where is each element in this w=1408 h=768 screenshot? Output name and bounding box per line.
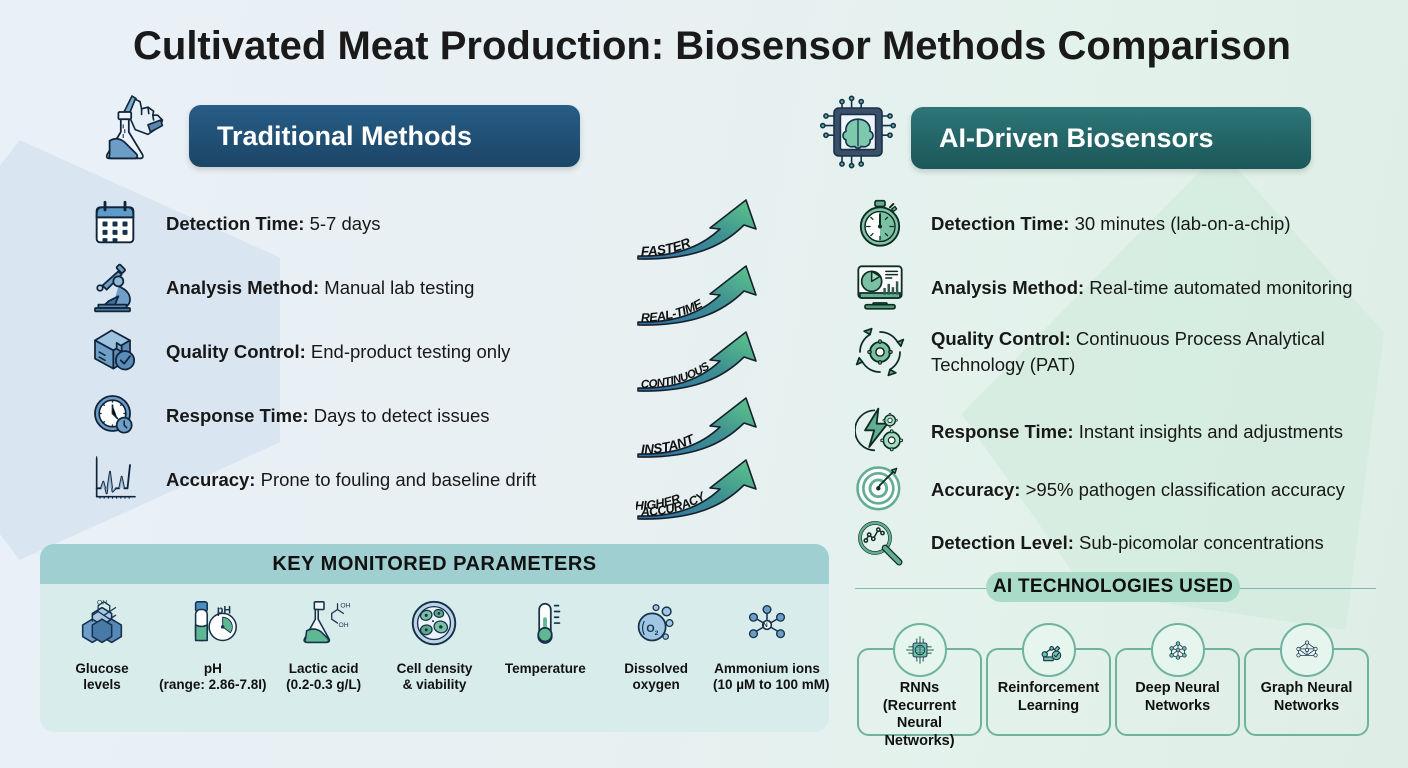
svg-text:REAL-TIME: REAL-TIME — [641, 296, 706, 325]
svg-text:OH: OH — [338, 622, 348, 629]
svg-text:pH: pH — [217, 604, 231, 616]
svg-text:OH: OH — [340, 603, 350, 610]
svg-text:OH: OH — [97, 600, 107, 607]
